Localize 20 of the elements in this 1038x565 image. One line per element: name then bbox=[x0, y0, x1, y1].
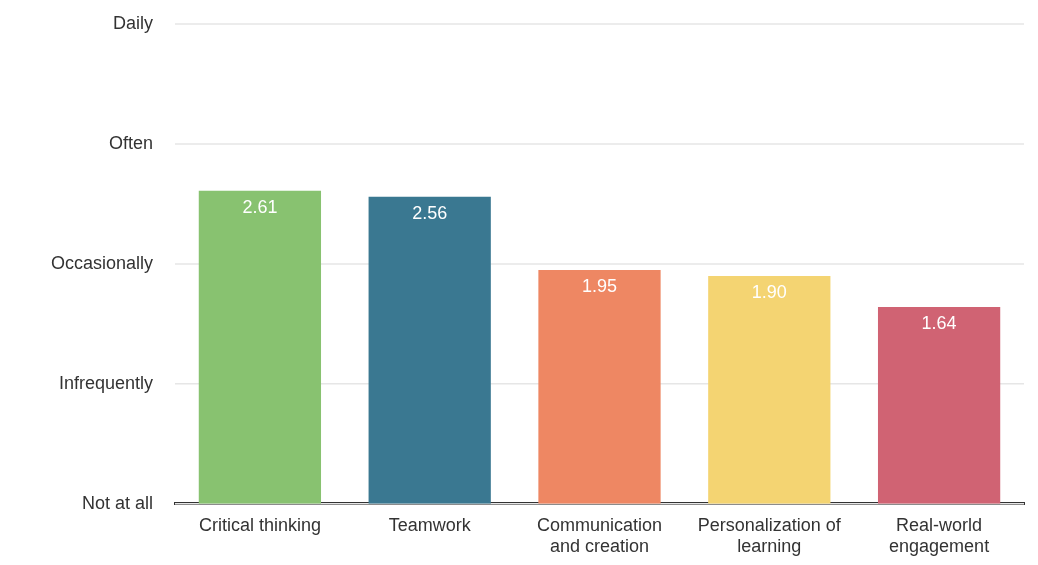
ref-line-label: Occasionally bbox=[50, 252, 153, 273]
ref-line-label: Not at all bbox=[81, 492, 153, 513]
data-label: 1.90 bbox=[751, 281, 787, 302]
data-label: 1.95 bbox=[581, 275, 618, 296]
x-tick-label: Teamwork bbox=[388, 514, 472, 535]
bar bbox=[198, 190, 322, 504]
ref-line-label: Infrequently bbox=[58, 372, 153, 393]
data-label: 1.64 bbox=[921, 313, 957, 334]
data-label: 2.56 bbox=[412, 202, 448, 223]
x-tick-label: Personalization of learning bbox=[697, 514, 842, 557]
bar bbox=[368, 196, 491, 504]
x-tick-label: Communication and creation bbox=[536, 514, 663, 557]
bar bbox=[877, 307, 1001, 504]
x-tick-label: Real-world engagement bbox=[889, 514, 990, 557]
ref-line-label: Often bbox=[108, 132, 153, 153]
bar bbox=[708, 275, 831, 504]
bar bbox=[538, 269, 661, 504]
ref-line-label: Daily bbox=[112, 12, 153, 33]
x-tick-label: Critical thinking bbox=[198, 514, 321, 535]
data-label: 2.61 bbox=[242, 196, 278, 217]
